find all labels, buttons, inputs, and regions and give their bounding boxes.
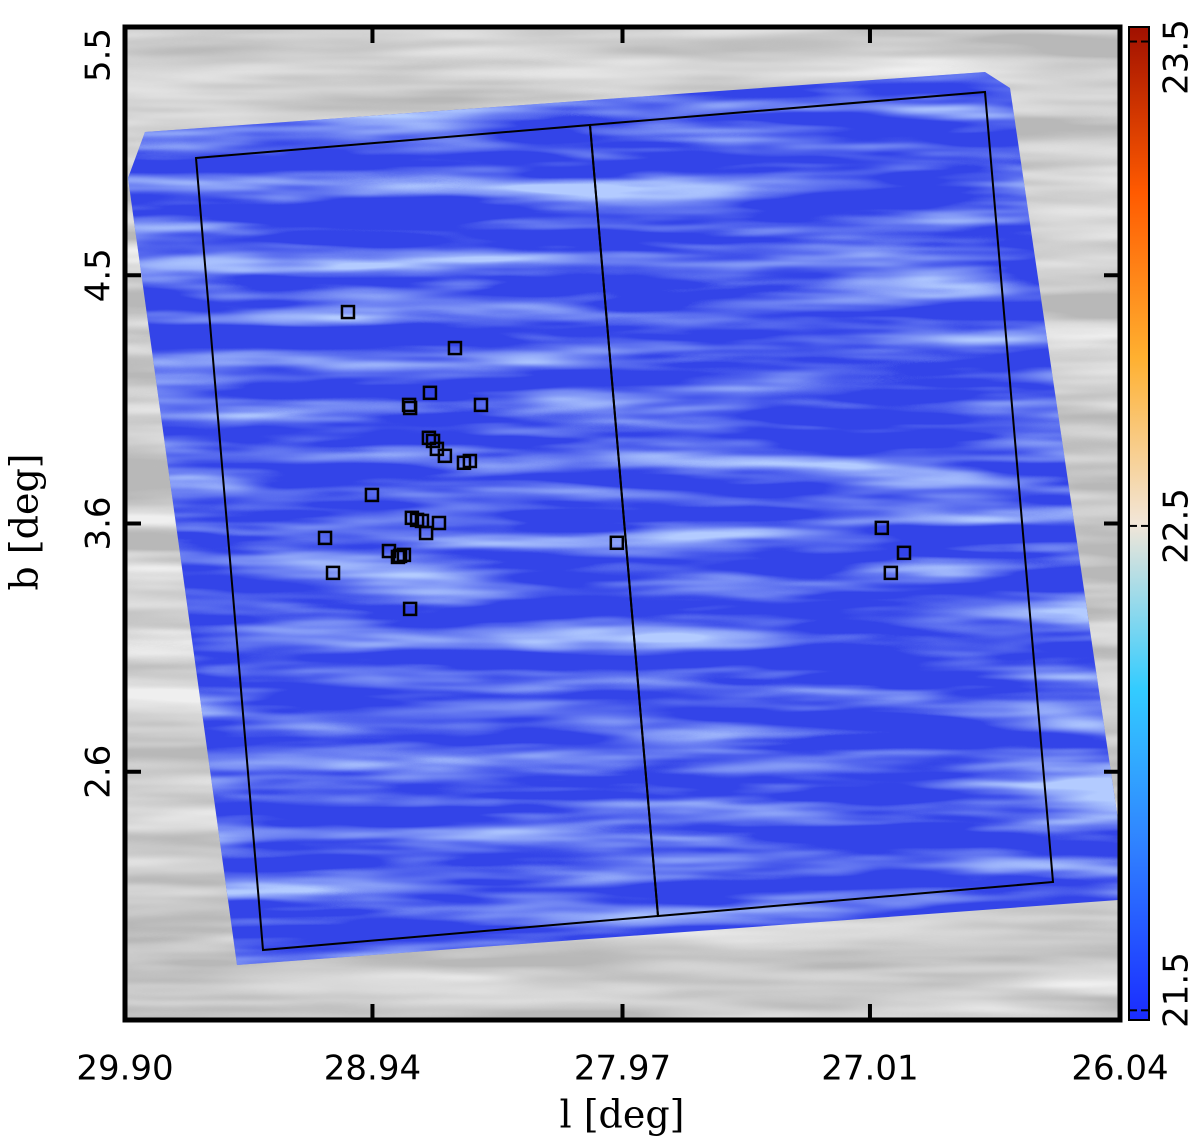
colorbar-label: 23.5 [1157, 19, 1197, 95]
source-marker [425, 433, 441, 449]
source-marker [325, 565, 341, 581]
background-map [125, 27, 1120, 1020]
source-marker [317, 530, 333, 546]
colorbar [1128, 26, 1150, 1021]
source-marker [364, 487, 380, 503]
source-marker [874, 520, 890, 536]
source-marker [896, 545, 912, 561]
source-marker [431, 515, 447, 531]
x-tick-label: 26.04 [1071, 1049, 1168, 1089]
source-marker [421, 430, 437, 446]
source-marker [883, 565, 899, 581]
x-tick-label: 29.90 [76, 1049, 173, 1089]
y-axis-title: b [deg] [3, 453, 47, 590]
y-tick-label: 2.6 [79, 745, 119, 799]
x-tick-label: 27.01 [821, 1049, 918, 1089]
colorbar-label: 22.5 [1157, 488, 1197, 564]
x-axis-title: l [deg] [559, 1093, 684, 1137]
x-tick-label: 27.97 [574, 1049, 671, 1089]
y-tick-label: 5.5 [79, 28, 119, 82]
colorbar-label: 21.5 [1157, 952, 1197, 1028]
source-marker [418, 525, 434, 541]
source-marker [402, 601, 418, 617]
x-tick-label: 28.94 [324, 1049, 421, 1089]
source-marker [390, 549, 406, 565]
source-marker [402, 400, 418, 416]
source-marker [609, 535, 625, 551]
y-tick-label: 4.5 [79, 248, 119, 302]
source-marker [340, 304, 356, 320]
source-marker [447, 340, 463, 356]
source-marker [473, 397, 489, 413]
source-marker [437, 448, 453, 464]
source-marker [456, 455, 472, 471]
y-tick-label: 3.6 [79, 496, 119, 550]
source-marker [422, 385, 438, 401]
